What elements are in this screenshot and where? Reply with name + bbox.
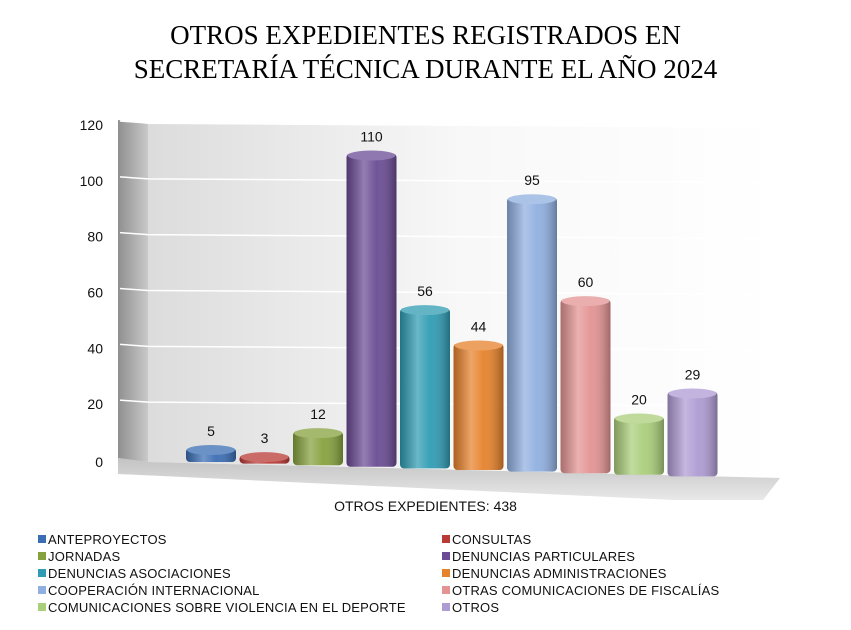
legend-item: OTROS (442, 599, 838, 615)
legend: ANTEPROYECTOS CONSULTAS JORNADAS DENUNCIAS … (38, 531, 838, 615)
legend-label: COOPERACIÓN INTERNACIONAL (48, 582, 260, 598)
bar (614, 413, 664, 475)
legend-item: JORNADAS (38, 548, 442, 564)
y-tick-label: 20 (87, 396, 103, 412)
data-label: 29 (685, 366, 701, 382)
bar-top (615, 413, 663, 424)
bar-sheen (667, 391, 718, 477)
bar-sheen (614, 416, 664, 475)
legend-item: DENUNCIAS ADMINISTRACIONES (442, 565, 838, 581)
data-label: 20 (631, 392, 647, 408)
legend-swatch (38, 535, 46, 543)
data-label: 110 (360, 128, 383, 144)
y-tick-label: 100 (80, 173, 104, 189)
y-tick-label: 60 (87, 285, 103, 301)
legend-label: OTRAS COMUNICACIONES DE FISCALÍAS (452, 582, 720, 598)
bar (453, 340, 504, 470)
bar (346, 150, 397, 467)
plot-walls (118, 120, 780, 500)
bar (186, 444, 236, 462)
data-labels: 5 3 12 110 56 44 95 60 20 29 (207, 128, 700, 446)
legend-label: CONSULTAS (452, 531, 532, 547)
bar-sheen (293, 431, 343, 466)
bar-chart: 0 20 40 60 80 100 120 5 3 12 110 56 44 95 60 20 29 (80, 117, 781, 500)
bar-top (401, 305, 449, 316)
bar-sheen (453, 343, 504, 470)
legend-swatch (442, 552, 450, 560)
bar (400, 305, 450, 469)
legend-item: COMUNICACIONES SOBRE VIOLENCIA EN EL DEP… (38, 599, 442, 615)
bar-sheen (560, 299, 611, 474)
legend-label: COMUNICACIONES SOBRE VIOLENCIA EN EL DEP… (48, 599, 406, 615)
bar-top (508, 194, 556, 205)
bar (239, 452, 290, 464)
chart-title-line-1: OTROS EXPEDIENTES REGISTRADOS EN (170, 20, 681, 50)
y-tick-label: 40 (87, 340, 103, 356)
y-tick-label: 80 (87, 229, 103, 245)
bar-sheen (507, 197, 557, 472)
gridline (119, 231, 781, 240)
data-label: 95 (524, 172, 540, 188)
bar (507, 194, 557, 472)
bar (560, 296, 611, 474)
bar-top (668, 388, 717, 399)
bars (186, 150, 718, 477)
legend-swatch (38, 569, 46, 577)
back-wall (148, 124, 780, 478)
bar-top (187, 444, 235, 455)
legend-item: CONSULTAS (442, 531, 838, 547)
legend-label: DENUNCIAS ASOCIACIONES (48, 565, 231, 581)
bar-top (240, 452, 289, 463)
gridline (119, 120, 781, 128)
bar-top (294, 428, 342, 439)
x-axis-label: OTROS EXPEDIENTES: 438 (334, 498, 517, 514)
bar-top (347, 150, 396, 161)
y-tick-label: 120 (80, 117, 104, 133)
bar (667, 388, 718, 477)
legend-swatch (442, 535, 450, 543)
floor (118, 458, 780, 500)
legend-swatch (442, 569, 450, 577)
bar (293, 428, 343, 466)
legend-label: OTROS (452, 599, 500, 615)
legend-item: ANTEPROYECTOS (38, 531, 442, 547)
legend-swatch (442, 603, 450, 611)
bar-sheen (346, 153, 397, 467)
legend-swatch (38, 552, 46, 560)
legend-label: ANTEPROYECTOS (48, 531, 167, 547)
data-label: 5 (207, 423, 215, 439)
bar-sheen (400, 308, 450, 469)
bar-top (454, 340, 503, 351)
legend-item: DENUNCIAS PARTICULARES (442, 548, 838, 564)
legend-swatch (38, 603, 46, 611)
bar-top (561, 296, 610, 307)
legend-item: OTRAS COMUNICACIONES DE FISCALÍAS (442, 582, 838, 598)
legend-label: DENUNCIAS PARTICULARES (452, 548, 636, 564)
legend-item: COOPERACIÓN INTERNACIONAL (38, 582, 442, 598)
side-wall (118, 120, 148, 462)
data-label: 3 (261, 430, 269, 446)
gridline (119, 176, 781, 184)
gridline (119, 287, 781, 296)
y-tick-label: 0 (95, 454, 103, 470)
legend-item: DENUNCIAS ASOCIACIONES (38, 565, 442, 581)
legend-label: DENUNCIAS ADMINISTRACIONES (452, 565, 667, 581)
y-tick-labels: 0 20 40 60 80 100 120 (80, 117, 104, 470)
legend-swatch (38, 586, 46, 594)
chart-title-line-2: SECRETARÍA TÉCNICA DURANTE EL AÑO 2024 (133, 54, 718, 84)
legend-swatch (442, 586, 450, 594)
chart-title: OTROS EXPEDIENTES REGISTRADOS EN SECRETA… (0, 18, 851, 86)
data-label: 56 (417, 283, 433, 299)
legend-label: JORNADAS (48, 548, 121, 564)
data-label: 12 (310, 406, 326, 422)
data-label: 44 (471, 319, 487, 335)
data-label: 60 (578, 274, 594, 290)
